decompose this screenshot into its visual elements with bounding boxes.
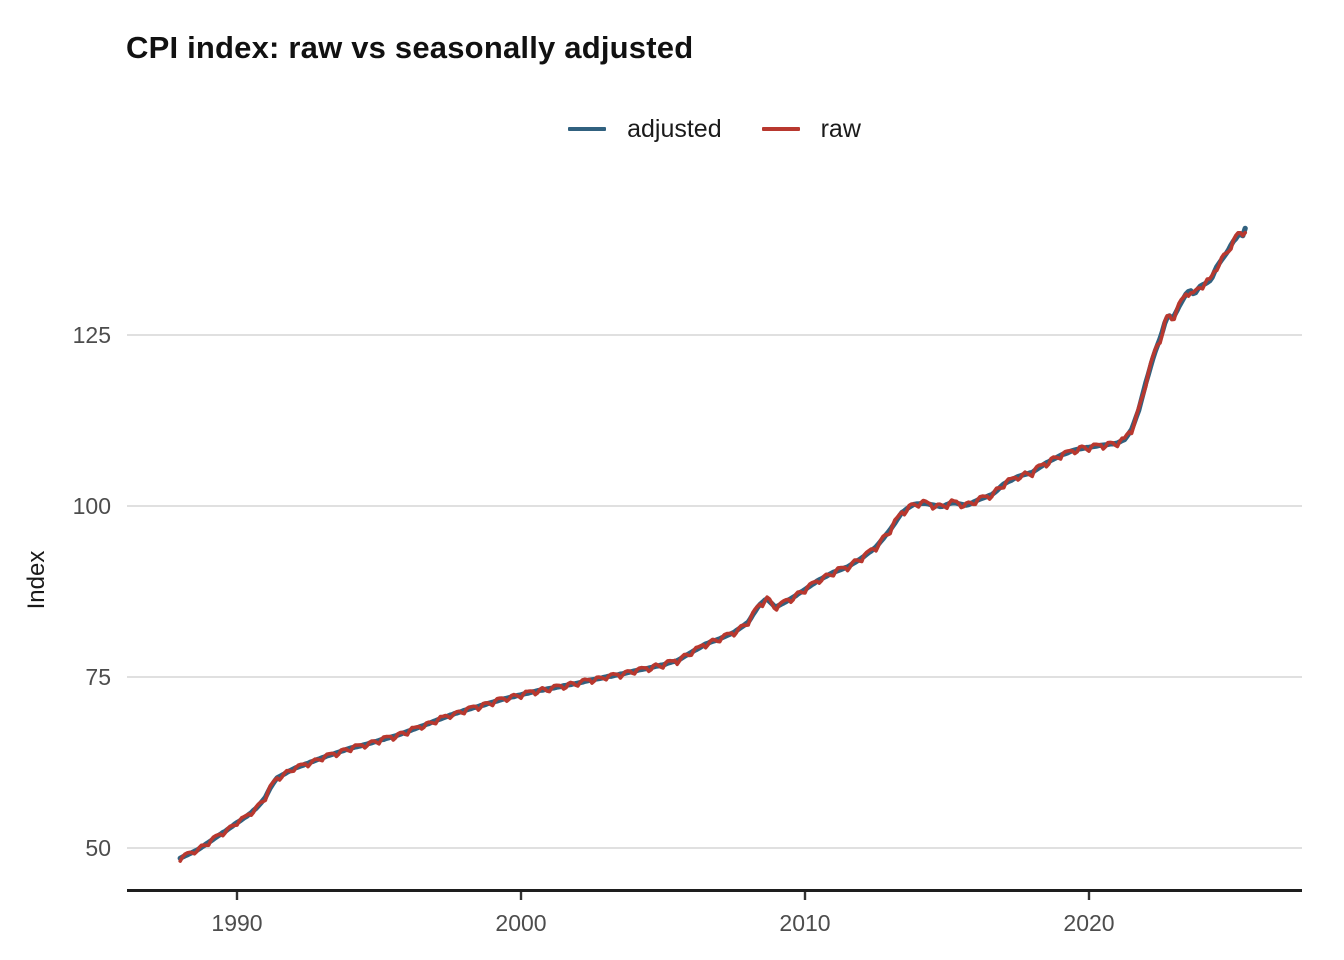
x-tick-label-2000: 2000	[495, 910, 546, 936]
legend-item-raw: raw	[761, 114, 861, 143]
raw-series-line	[178, 230, 1247, 863]
legend: adjusted raw	[127, 108, 1302, 150]
y-tick-label-50: 50	[85, 835, 111, 861]
x-tick-label-2020: 2020	[1063, 910, 1114, 936]
legend-item-adjusted: adjusted	[568, 114, 722, 143]
y-axis-title: Index	[23, 551, 50, 610]
y-tick-label-100: 100	[73, 493, 111, 519]
y-tick-label-75: 75	[85, 664, 111, 690]
legend-label-raw: raw	[820, 114, 861, 143]
x-tick-label-2010: 2010	[779, 910, 830, 936]
legend-label-adjusted: adjusted	[627, 114, 722, 143]
adjusted-series-line	[177, 225, 1248, 861]
y-tick-label-125: 125	[73, 322, 111, 348]
adjusted-line-swatch	[568, 127, 607, 131]
x-tick-label-1990: 1990	[211, 910, 262, 936]
raw-line-swatch	[761, 127, 800, 131]
chart-title: CPI index: raw vs seasonally adjusted	[126, 30, 694, 65]
